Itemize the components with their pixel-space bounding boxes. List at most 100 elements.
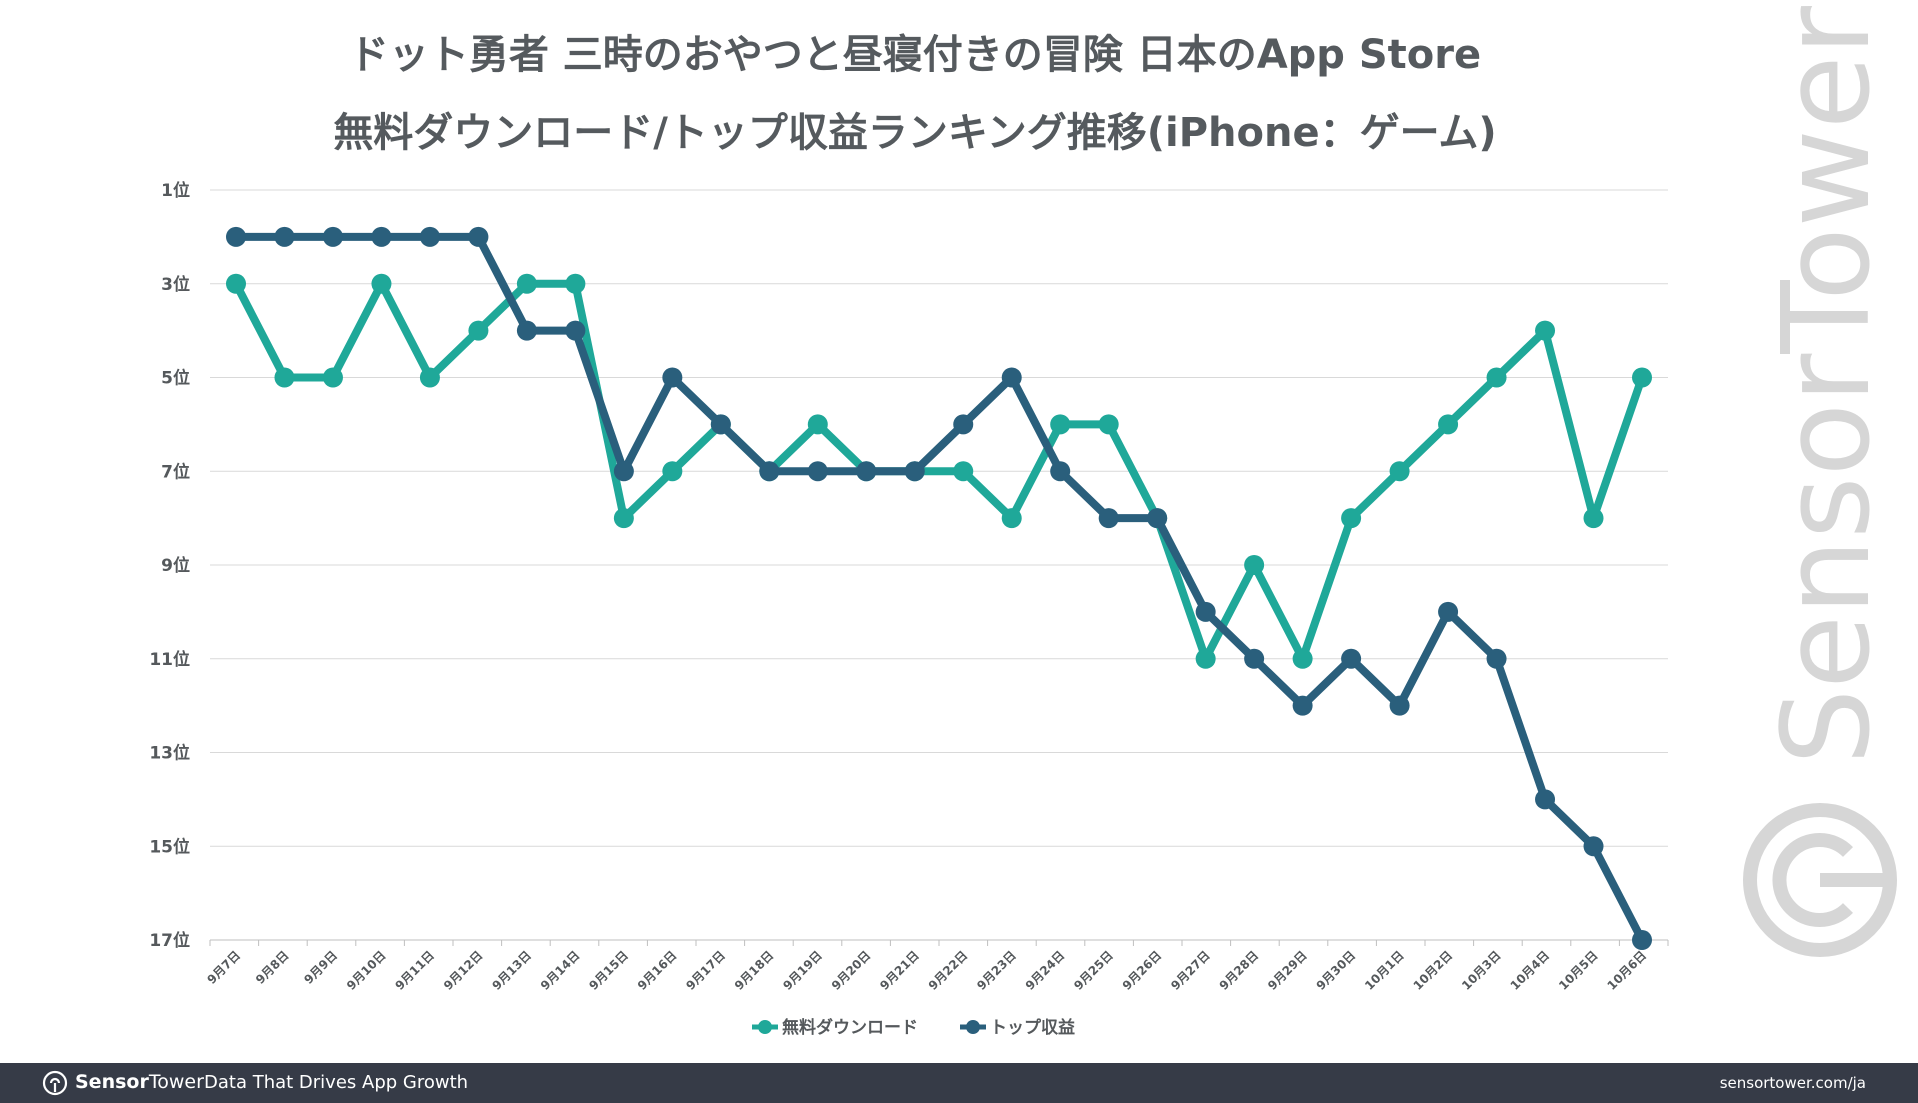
data-point bbox=[468, 320, 489, 341]
data-point bbox=[274, 367, 295, 388]
legend-swatch-marker bbox=[758, 1020, 772, 1034]
y-axis-tick-labels: 1位 3位 5位 7位 9位 11位 13位 15位 17位 bbox=[149, 180, 190, 951]
x-tick-label: 9月10日 bbox=[344, 948, 389, 993]
data-point bbox=[371, 273, 392, 294]
series-line bbox=[232, 232, 1646, 944]
data-point bbox=[807, 414, 828, 435]
x-tick-label: 9月29日 bbox=[1265, 948, 1310, 993]
data-point bbox=[371, 226, 392, 247]
data-point bbox=[226, 273, 246, 294]
series-layer bbox=[226, 226, 1652, 950]
data-point bbox=[1195, 648, 1216, 669]
x-tick-label: 10月1日 bbox=[1362, 948, 1407, 993]
data-point bbox=[1583, 508, 1604, 529]
data-point bbox=[856, 461, 877, 482]
sensortower-logo-icon bbox=[42, 1070, 68, 1096]
data-point bbox=[807, 461, 828, 482]
x-tick-label: 9月16日 bbox=[635, 948, 680, 993]
data-point bbox=[1632, 367, 1652, 388]
data-point bbox=[1486, 367, 1507, 388]
data-point bbox=[1486, 648, 1507, 669]
y-tick-label: 5位 bbox=[161, 368, 190, 389]
x-tick-label: 9月12日 bbox=[441, 948, 486, 993]
x-tick-label: 9月19日 bbox=[780, 948, 825, 993]
x-tick-label: 9月9日 bbox=[301, 948, 340, 987]
data-point bbox=[1341, 648, 1362, 669]
data-point bbox=[1098, 508, 1119, 529]
data-point bbox=[1050, 414, 1071, 435]
data-point bbox=[419, 367, 440, 388]
footer-brand-rest: Tower bbox=[148, 1071, 204, 1093]
footer-url[interactable]: sensortower.com/ja bbox=[1719, 1074, 1866, 1092]
x-tick-label: 9月24日 bbox=[1023, 948, 1068, 993]
legend-swatch-marker bbox=[966, 1020, 980, 1034]
sensortower-watermark: SensorTower bbox=[1743, 5, 1897, 957]
y-tick-label: 9位 bbox=[161, 555, 190, 576]
footer-brand-bold: Sensor bbox=[75, 1071, 149, 1093]
data-point bbox=[953, 461, 974, 482]
data-point bbox=[1244, 648, 1265, 669]
data-point bbox=[1389, 695, 1410, 716]
x-tick-label: 9月18日 bbox=[732, 948, 777, 993]
x-tick-label: 10月6日 bbox=[1605, 948, 1650, 993]
x-tick-label: 9月23日 bbox=[974, 948, 1019, 993]
footer-brand: SensorTower bbox=[75, 1071, 204, 1093]
footer-tagline: Data That Drives App Growth bbox=[204, 1072, 469, 1093]
footer-bar: SensorTower Data That Drives App Growth … bbox=[0, 1063, 1918, 1103]
data-point bbox=[613, 461, 634, 482]
x-tick-label: 9月20日 bbox=[829, 948, 874, 993]
grid-lines bbox=[210, 189, 1668, 941]
chart-title-line-1: ドット勇者 三時のおやつと昼寝付きの冒険 日本のApp Store bbox=[348, 32, 1482, 78]
data-point bbox=[613, 508, 634, 529]
data-point bbox=[1438, 601, 1459, 622]
data-point bbox=[662, 367, 683, 388]
data-point bbox=[322, 226, 343, 247]
data-point bbox=[1098, 414, 1119, 435]
y-tick-label: 15位 bbox=[149, 836, 190, 857]
data-point bbox=[565, 320, 586, 341]
data-point bbox=[904, 461, 925, 482]
data-point bbox=[274, 226, 295, 247]
data-point bbox=[419, 226, 440, 247]
y-tick-label: 13位 bbox=[149, 743, 190, 764]
x-tick-label: 9月14日 bbox=[538, 948, 583, 993]
x-tick-label: 9月21日 bbox=[877, 948, 922, 993]
x-tick-label: 9月15日 bbox=[586, 948, 631, 993]
x-tick-label: 10月2日 bbox=[1411, 948, 1456, 993]
y-tick-label: 1位 bbox=[161, 180, 190, 201]
data-point bbox=[1583, 836, 1604, 857]
data-point bbox=[710, 414, 731, 435]
legend: 無料ダウンロード トップ収益 bbox=[752, 1017, 1075, 1038]
x-tick-label: 9月30日 bbox=[1314, 948, 1359, 993]
data-point bbox=[1292, 648, 1313, 669]
y-tick-label: 17位 bbox=[149, 930, 190, 951]
data-point bbox=[1341, 508, 1362, 529]
x-tick-label: 9月7日 bbox=[204, 948, 243, 987]
data-point bbox=[1292, 695, 1313, 716]
data-point bbox=[1147, 508, 1168, 529]
x-tick-label: 9月11日 bbox=[392, 948, 437, 993]
x-tick-label: 9月26日 bbox=[1120, 948, 1165, 993]
data-point bbox=[662, 461, 683, 482]
x-tick-label: 9月27日 bbox=[1168, 948, 1213, 993]
data-point bbox=[516, 320, 537, 341]
y-tick-label: 7位 bbox=[161, 461, 190, 482]
watermark-logo-arc bbox=[1772, 833, 1853, 927]
data-point bbox=[468, 226, 489, 247]
data-point bbox=[322, 367, 343, 388]
data-point bbox=[759, 461, 780, 482]
data-point bbox=[516, 273, 537, 294]
data-point bbox=[1001, 367, 1022, 388]
data-point bbox=[1438, 414, 1459, 435]
data-point bbox=[1195, 601, 1216, 622]
series-トップ収益 bbox=[226, 226, 1652, 950]
x-tick-label: 10月5日 bbox=[1556, 948, 1601, 993]
x-tick-label: 9月17日 bbox=[683, 948, 728, 993]
x-tick-label: 9月25日 bbox=[1071, 948, 1116, 993]
legend-label: 無料ダウンロード bbox=[782, 1017, 918, 1038]
x-axis: 9月7日 9月8日 9月9日 9月10日 9月11日 9月12日 9月13日 9月14日 9月1… bbox=[204, 939, 1669, 993]
x-tick-label: 9月8日 bbox=[253, 948, 292, 987]
data-point bbox=[1389, 461, 1410, 482]
watermark-text: SensorTower bbox=[1758, 5, 1897, 765]
data-point bbox=[226, 226, 246, 247]
